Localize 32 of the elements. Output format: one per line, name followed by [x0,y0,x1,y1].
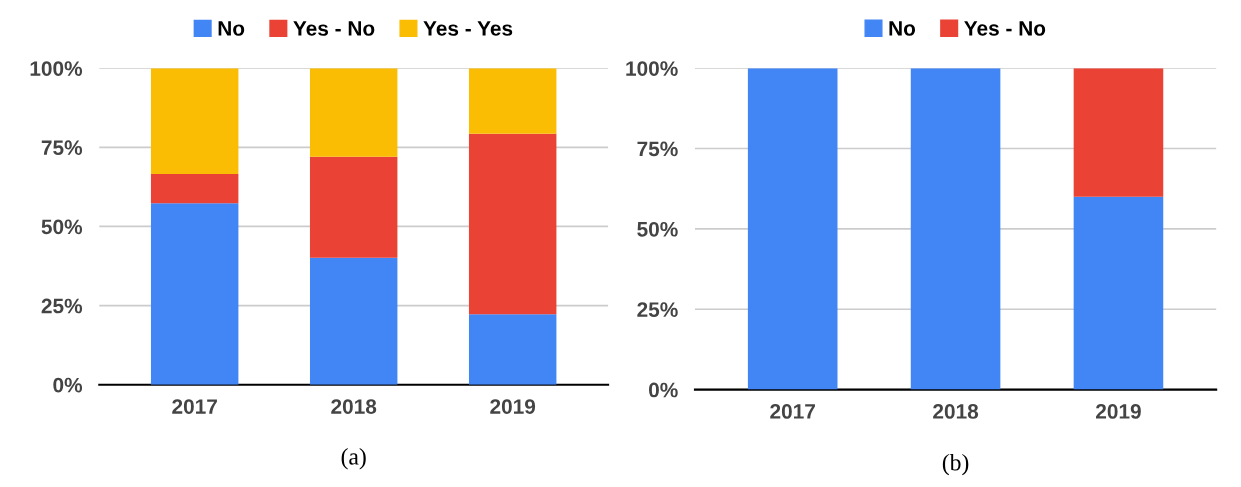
bar [468,68,557,134]
x-tick-label: 2019 [1096,404,1141,419]
x-tick-label: 2017 [770,404,815,419]
y-tick-label: 25% [41,298,83,314]
text: (b) [942,453,969,476]
bar [309,68,398,157]
y-tick-label: 50% [637,221,678,237]
y-tick-label: 100% [626,61,678,76]
y-tick-label: 75% [41,140,83,156]
x-tick-label: 2019 [490,399,536,414]
y-tick-label: 50% [41,219,83,235]
y-tick-label: 75% [637,141,678,157]
y-tick-label: 0% [53,377,83,393]
y-tick-label: 100% [30,61,83,76]
legend-label: Yes - No [293,21,375,36]
bar [309,156,398,258]
bar [468,133,557,315]
bar [468,314,557,385]
bar [150,203,239,385]
bar [150,173,239,204]
x-tick-label: 2018 [933,404,979,419]
legend-label: Yes - Yes [423,21,513,36]
y-tick-label: 25% [637,302,678,317]
text: (a) [341,448,366,470]
legend-label: Yes - No [964,21,1046,36]
x-tick-label: 2018 [331,399,377,414]
bar [309,257,398,385]
y-tick-label: 0% [649,382,678,398]
legend-label: No [889,21,916,36]
legend-label: No [218,21,245,36]
x-tick-label: 2017 [172,399,217,414]
bar [150,68,239,174]
